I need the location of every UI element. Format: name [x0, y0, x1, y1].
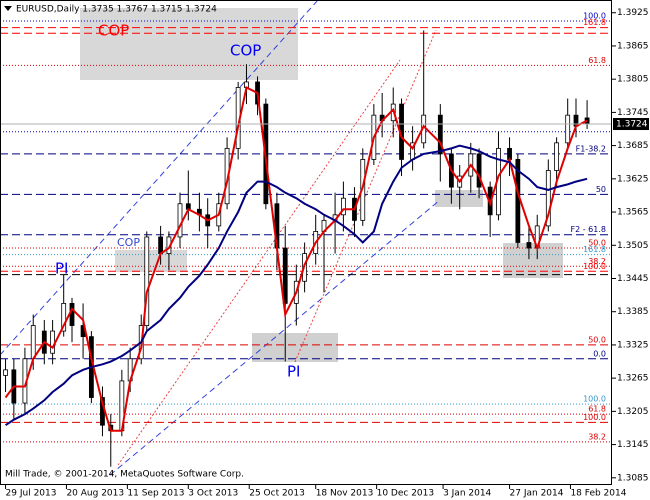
channels	[0, 0, 441, 476]
x-tick-label: 20 Aug 2013	[66, 489, 124, 499]
level-label: 50	[596, 185, 606, 194]
last-price-label: 1.3724	[616, 120, 648, 130]
level-label: 100.0	[583, 413, 606, 422]
plot	[0, 30, 612, 467]
zone	[252, 333, 338, 362]
level-label: 61.8	[588, 405, 606, 414]
y-tick-label: 1.3445	[617, 274, 649, 284]
level-label: 38.2	[588, 432, 606, 441]
candle-body	[437, 114, 443, 155]
channel-line	[109, 199, 441, 476]
annotations: COP COP COP PI PI	[55, 22, 300, 381]
candle-body	[177, 203, 183, 238]
candle-body	[565, 114, 571, 144]
candle-body	[144, 236, 150, 326]
y-tick-label: 1.3265	[617, 374, 649, 384]
y-tick-label: 1.3745	[617, 108, 649, 118]
level-label: 161.8	[583, 18, 606, 27]
x-tick-label: 18 Nov 2013	[316, 489, 374, 499]
x-tick-label: 27 Jan 2014	[510, 489, 564, 499]
chart-title: EURUSD,Daily 1.3735 1.3767 1.3715 1.3724	[16, 5, 217, 15]
zone	[503, 243, 563, 278]
candle-body	[61, 303, 67, 332]
level-label: F1-38.2	[576, 144, 606, 153]
axes: 1.3925 1.3865 1.3805 1.3745 1.3685 1.3625 1.35…	[5, 8, 649, 499]
y-tick-label: 1.3205	[617, 407, 649, 417]
level-label: 100.0	[583, 12, 606, 21]
x-tick-label: 11 Sep 2013	[127, 489, 184, 499]
candle-body	[545, 170, 551, 227]
moving-average	[4, 86, 588, 432]
x-tick-label: 3 Oct 2013	[188, 489, 238, 499]
channel-line	[294, 29, 437, 363]
annotation: COP	[117, 236, 140, 249]
annotation: PI	[287, 363, 300, 381]
zone	[80, 8, 298, 80]
level-label: 38.2	[588, 257, 606, 266]
candle-body	[554, 142, 560, 171]
candle-body	[50, 330, 56, 354]
annotation: COP	[98, 22, 129, 40]
moving-average	[4, 144, 588, 427]
last-price-box	[613, 118, 649, 131]
level-label: 0.0	[593, 349, 606, 358]
level-label: 100.0	[583, 262, 606, 271]
x-tick-label: 18 Feb 2014	[570, 489, 626, 499]
level-label: 61.8	[588, 56, 606, 65]
level-label: 100.0	[583, 395, 606, 404]
annotation: COP	[230, 42, 261, 60]
y-tick-label: 1.3325	[617, 340, 649, 350]
annotation: PI	[55, 260, 68, 278]
candle-body	[282, 247, 288, 304]
y-tick-label: 1.3385	[617, 307, 649, 317]
menu-icon[interactable]	[4, 6, 12, 11]
zone	[435, 190, 483, 207]
level-label: 50.0	[588, 239, 606, 248]
candle-body	[69, 303, 75, 326]
y-tick-label: 1.3805	[617, 75, 649, 85]
y-tick-label: 1.3925	[617, 8, 649, 18]
candle-body	[30, 325, 36, 360]
y-tick-label: 1.3865	[617, 41, 649, 51]
candle-body	[476, 153, 482, 188]
level-label: F2 - 61.8	[571, 225, 606, 234]
x-tick-label: 10 Dec 2013	[377, 489, 435, 499]
x-tick-label: 25 Oct 2013	[249, 489, 305, 499]
x-tick-label: 29 Jul 2013	[6, 489, 57, 499]
level-label: 50.0	[588, 335, 606, 344]
y-tick-label: 1.3685	[617, 141, 649, 151]
y-tick-label: 1.3085	[617, 473, 649, 483]
level-label: 161.8	[583, 245, 606, 254]
candle-body	[340, 197, 346, 216]
x-tick-label: 3 Jan 2014	[443, 489, 491, 499]
candle-body	[526, 242, 532, 249]
y-tick-label: 1.3145	[617, 440, 649, 450]
zone	[115, 250, 187, 272]
y-tick-label: 1.3625	[617, 174, 649, 184]
candle-body	[158, 236, 164, 254]
copyright: Mill Trade, © 2001-2014, MetaQuotes Soft…	[5, 470, 244, 480]
plot-border	[0, 0, 612, 485]
candle-body	[3, 369, 8, 376]
y-tick-label: 1.3505	[617, 241, 649, 251]
y-tick-label: 1.3565	[617, 208, 649, 218]
